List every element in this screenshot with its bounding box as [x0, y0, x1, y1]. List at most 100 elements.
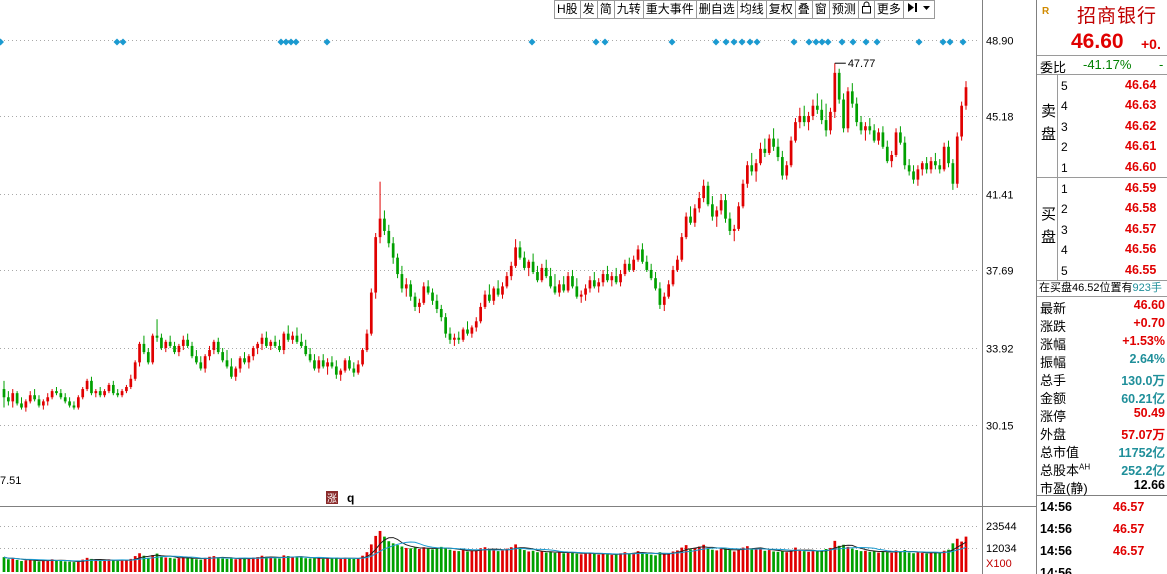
- sell-row-4[interactable]: 4 46.63: [1037, 95, 1167, 115]
- candle-body: [601, 274, 605, 283]
- sell-row-3[interactable]: 3 46.62: [1037, 116, 1167, 136]
- candle-body: [947, 146, 950, 164]
- stat-label: 总股本AH: [1040, 462, 1091, 478]
- volume-bar: [951, 543, 955, 572]
- stat-value: 46.60: [1133, 297, 1165, 312]
- stat-row: 振幅 2.64%: [1037, 351, 1167, 370]
- toolbar-lock-button[interactable]: [857, 0, 874, 19]
- tick-list: 14:56 46.57 14:56 46.57 14:56 46.57 14:56: [1037, 494, 1167, 574]
- sell-row-5[interactable]: 5 46.64: [1037, 75, 1167, 95]
- candle-body: [470, 327, 474, 334]
- signal-diamond: [601, 38, 609, 46]
- sell-price: 46.63: [1125, 98, 1157, 113]
- stat-value: 50.49: [1133, 405, 1165, 420]
- candle-body: [37, 399, 41, 406]
- signal-diamond: [323, 38, 331, 46]
- tick-row: 14:56 46.57: [1037, 496, 1167, 518]
- candle-body: [46, 397, 50, 402]
- candle-body: [265, 337, 268, 346]
- toolbar-jian-button[interactable]: 简: [596, 0, 614, 19]
- buy-row-3[interactable]: 3 46.57: [1037, 219, 1167, 239]
- buy-row-4[interactable]: 4 46.56: [1037, 239, 1167, 259]
- candle-body: [785, 165, 789, 176]
- volume-bar: [343, 557, 347, 572]
- toolbar-remove-favorite-button[interactable]: 删自选: [695, 0, 737, 19]
- sell-side-label: 卖盘: [1037, 75, 1058, 177]
- volume-bar: [291, 557, 294, 572]
- toolbar-jiuzhuan-button[interactable]: 九转: [613, 0, 643, 19]
- candle-body: [654, 278, 657, 289]
- volume-bar: [794, 547, 797, 572]
- toolbar-more-button[interactable]: 更多: [873, 0, 903, 19]
- stat-label: 金额: [1040, 390, 1067, 406]
- y-axis-label: 30.15: [986, 421, 1014, 433]
- candlestick-chart[interactable]: 48.90 45.18 41.41 37.69 33.92 30.15 23544 12034…: [0, 0, 1036, 574]
- toolbar-h-share-button[interactable]: H股: [554, 0, 580, 19]
- toolbar-ma-button[interactable]: 均线: [736, 0, 766, 19]
- volume-bar: [391, 543, 395, 572]
- buy-row-1[interactable]: 1 46.59: [1037, 178, 1167, 198]
- candle-body: [461, 329, 465, 340]
- volume-axis-label: 23544: [986, 521, 1017, 533]
- low-label: 7.51: [0, 475, 21, 487]
- volume-bar: [11, 558, 15, 572]
- toolbar-window-button[interactable]: 窗: [811, 0, 829, 19]
- volume-bar: [313, 558, 316, 572]
- volume-bar: [168, 557, 172, 572]
- stats-table: 最新 46.60 涨跌 +0.70 涨幅 +1.53% 振幅 2.64% 总手 130.0万 金额 6…: [1037, 297, 1167, 496]
- candle-body: [820, 109, 824, 121]
- volume-bar: [435, 547, 439, 572]
- volume-bar: [929, 552, 933, 572]
- volume-bar: [173, 558, 176, 572]
- candle-body: [881, 132, 885, 147]
- volume-bar: [746, 546, 749, 572]
- candle-body: [404, 284, 408, 289]
- candle-body: [584, 288, 587, 295]
- sell-row-2[interactable]: 2 46.61: [1037, 136, 1167, 156]
- volume-bar: [903, 550, 907, 572]
- candle-body: [55, 391, 58, 394]
- sell-row-1[interactable]: 1 46.60: [1037, 157, 1167, 177]
- toolbar-forecast-button[interactable]: 预测: [828, 0, 858, 19]
- volume-bar: [872, 551, 876, 572]
- volume-bar: [807, 551, 810, 572]
- candle-body: [544, 267, 548, 277]
- candle-body: [645, 261, 649, 270]
- volume-bar: [798, 549, 802, 572]
- volume-bar: [444, 547, 448, 572]
- signal-diamond: [277, 38, 285, 46]
- volume-bar: [46, 559, 50, 572]
- toolbar-major-events-button[interactable]: 重大事件: [642, 0, 696, 19]
- candle-body: [160, 337, 163, 348]
- volume-bar: [588, 552, 592, 572]
- buy-row-2[interactable]: 2 46.58: [1037, 198, 1167, 218]
- tick-row: 14:56 46.57: [1037, 540, 1167, 562]
- sell-book: 卖盘 5 46.64 4 46.63 3 46.62 2 46.61 1 46.60: [1037, 75, 1167, 178]
- buy-price: 46.55: [1125, 262, 1157, 277]
- toolbar-fa-button[interactable]: 发: [579, 0, 597, 19]
- stock-name: 招商银行: [1077, 5, 1158, 27]
- volume-bar: [111, 559, 115, 572]
- stat-row: 总股本AH 252.2亿: [1037, 459, 1167, 478]
- buy-row-5[interactable]: 5 46.55: [1037, 260, 1167, 280]
- tick-price: 46.57: [1113, 543, 1145, 558]
- candle-body: [518, 247, 522, 258]
- toolbar-overlay-button[interactable]: 叠: [794, 0, 812, 19]
- candle-body: [702, 185, 705, 199]
- candle-body: [899, 132, 902, 143]
- candle-body: [846, 91, 850, 129]
- stat-row: 外盘 57.07万: [1037, 423, 1167, 442]
- volume-bar: [98, 561, 102, 572]
- candle-body: [151, 335, 155, 363]
- volume-bar: [671, 551, 675, 572]
- candle-body: [15, 393, 19, 404]
- volume-bar: [627, 553, 631, 572]
- volume-bar: [479, 548, 482, 572]
- volume-bar: [326, 558, 329, 572]
- volume-bar: [623, 552, 627, 572]
- toolbar-adjust-button[interactable]: 复权: [765, 0, 795, 19]
- toolbar-collapse-button[interactable]: [902, 0, 935, 19]
- candle-body: [260, 337, 264, 344]
- volume-bar: [265, 556, 268, 572]
- volume-bar: [76, 561, 80, 572]
